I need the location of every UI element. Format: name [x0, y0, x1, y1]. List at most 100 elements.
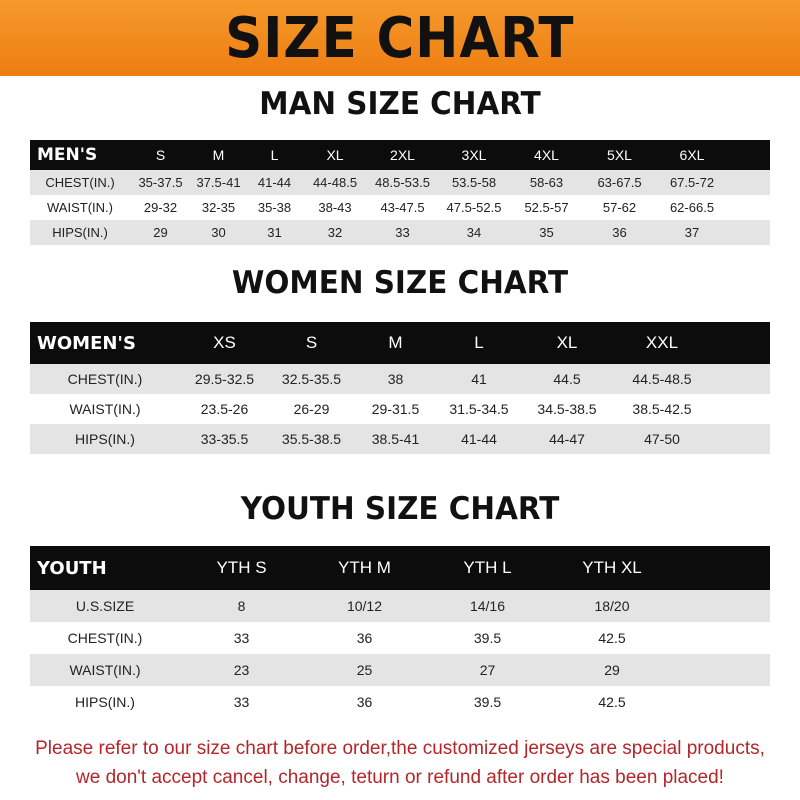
notice-line: Please refer to our size chart before or…: [35, 738, 765, 759]
table-cell: 36: [356, 630, 373, 646]
size-header-cell: M: [212, 147, 225, 163]
table-cell: 10/12: [346, 598, 383, 614]
table-cell: 67.5-72: [669, 175, 715, 190]
table-cell: 32.5-35.5: [281, 371, 342, 387]
table-category-label: YOUTH: [37, 557, 107, 579]
table-cell: 33: [395, 225, 410, 240]
page-title: SIZE CHART: [225, 5, 575, 71]
table-cell: 31.5-34.5: [449, 401, 509, 417]
row-label: HIPS(IN.): [75, 694, 135, 710]
table-cell: 42.5: [598, 630, 626, 646]
men-size-table: MEN'S S M L XL 2XL 3XL 4XL 5XL 6XL CHEST(IN.) 35-37…: [30, 140, 770, 245]
size-header-cell: 6XL: [679, 147, 705, 163]
table-cell: 8: [237, 598, 246, 614]
table-cell: 38.5-41: [371, 431, 420, 447]
size-header-cell: YTH M: [338, 558, 391, 577]
table-cell: 23: [233, 662, 250, 678]
table-header-row: YOUTH YTH S YTH M YTH L YTH XL: [30, 546, 770, 590]
table-row: WAIST(IN.) 29-32 32-35 35-38 38-43 43-47.5 47.…: [30, 195, 770, 220]
size-header-cell: YTH L: [463, 558, 512, 577]
men-section-title: MAN SIZE CHART: [259, 86, 541, 122]
table-category-label: WOMEN'S: [37, 332, 136, 354]
table-cell: 34.5-38.5: [537, 401, 597, 417]
table-cell: 33-35.5: [200, 431, 249, 447]
size-header-cell: XL: [326, 147, 344, 163]
table-row: WAIST(IN.) 23 25 27 29: [30, 654, 770, 686]
table-row: HIPS(IN.) 29 30 31 32 33 34 35 36 37: [30, 220, 770, 245]
table-cell: 30: [211, 225, 226, 240]
size-header-cell: XS: [213, 333, 236, 352]
table-cell: 38-43: [318, 200, 352, 215]
table-cell: 57-62: [602, 200, 637, 215]
table-cell: 35-38: [257, 200, 292, 215]
table-cell: 58-63: [529, 175, 564, 190]
table-cell: 29-32: [143, 200, 178, 215]
size-header-cell: XL: [556, 333, 578, 352]
table-cell: 32: [327, 225, 343, 240]
table-cell: 47-50: [644, 431, 680, 447]
table-cell: 14/16: [469, 598, 506, 614]
table-cell: 42.5: [598, 694, 626, 710]
table-cell: 29: [153, 225, 168, 240]
size-header-cell: 3XL: [461, 147, 487, 163]
table-row: CHEST(IN.) 35-37.5 37.5-41 41-44 44-48.5 48.5…: [30, 170, 770, 195]
table-cell: 26-29: [293, 401, 330, 417]
table-cell: 36: [612, 225, 627, 240]
youth-size-table: YOUTH YTH S YTH M YTH L YTH XL U.S.SIZE 8 10/12…: [30, 546, 770, 718]
table-cell: 63-67.5: [597, 175, 642, 190]
table-cell: 27: [479, 662, 496, 678]
women-size-table: WOMEN'S XS S M L XL XXL CHEST(IN.) 29.5-32.5 32.5…: [30, 322, 770, 454]
table-row: CHEST(IN.) 33 36 39.5 42.5: [30, 622, 770, 654]
table-row: U.S.SIZE 8 10/12 14/16 18/20: [30, 590, 770, 622]
size-header-cell: M: [388, 333, 403, 352]
table-cell: 29-31.5: [371, 401, 420, 417]
table-cell: 44-47: [549, 431, 585, 447]
table-cell: 33: [233, 694, 250, 710]
order-notice: Please refer to our size chart before or…: [0, 734, 800, 792]
table-cell: 53.5-58: [451, 175, 497, 190]
table-cell: 37.5-41: [196, 175, 241, 190]
table-cell: 29: [604, 662, 620, 678]
table-cell: 39.5: [473, 630, 502, 646]
table-row: WAIST(IN.) 23.5-26 26-29 29-31.5 31.5-34.5 34…: [30, 394, 770, 424]
table-cell: 43-47.5: [380, 200, 425, 215]
women-section-title: WOMEN SIZE CHART: [231, 265, 569, 301]
table-row: CHEST(IN.) 29.5-32.5 32.5-35.5 38 41 44.5 44.5…: [30, 364, 770, 394]
row-label: CHEST(IN.): [67, 371, 143, 387]
table-cell: 44-48.5: [312, 175, 358, 190]
table-cell: 41-44: [461, 431, 497, 447]
row-label: WAIST(IN.): [69, 401, 141, 417]
row-label: U.S.SIZE: [75, 598, 135, 614]
size-header-cell: 2XL: [390, 147, 415, 163]
table-cell: 41: [471, 371, 487, 387]
table-cell: 37: [684, 225, 700, 240]
table-cell: 39.5: [473, 694, 502, 710]
table-cell: 23.5-26: [200, 401, 249, 417]
size-header-cell: S: [305, 333, 318, 352]
table-cell: 38.5-42.5: [632, 401, 692, 417]
row-label: HIPS(IN.): [52, 225, 108, 240]
size-header-cell: YTH XL: [582, 558, 642, 577]
table-cell: 29.5-32.5: [194, 371, 255, 387]
size-header-cell: XXL: [645, 333, 679, 352]
size-header-cell: YTH S: [216, 558, 267, 577]
table-cell: 33: [233, 630, 250, 646]
table-cell: 35.5-38.5: [281, 431, 342, 447]
table-cell: 35-37.5: [138, 175, 183, 190]
size-header-cell: S: [155, 147, 166, 163]
table-cell: 44.5: [553, 371, 581, 387]
table-cell: 31: [267, 225, 282, 240]
row-label: WAIST(IN.): [47, 200, 113, 215]
table-header-row: MEN'S S M L XL 2XL 3XL 4XL 5XL 6XL: [30, 140, 770, 170]
table-cell: 52.5-57: [524, 200, 569, 215]
table-cell: 48.5-53.5: [375, 175, 430, 190]
size-header-cell: L: [270, 147, 279, 163]
table-row: HIPS(IN.) 33-35.5 35.5-38.5 38.5-41 41-44 44-…: [30, 424, 770, 454]
row-label: WAIST(IN.): [69, 662, 141, 678]
row-label: CHEST(IN.): [67, 630, 143, 646]
table-category-label: MEN'S: [37, 145, 98, 165]
table-cell: 36: [356, 694, 373, 710]
table-row: HIPS(IN.) 33 36 39.5 42.5: [30, 686, 770, 718]
size-header-cell: L: [474, 333, 484, 352]
table-cell: 47.5-52.5: [446, 200, 502, 215]
